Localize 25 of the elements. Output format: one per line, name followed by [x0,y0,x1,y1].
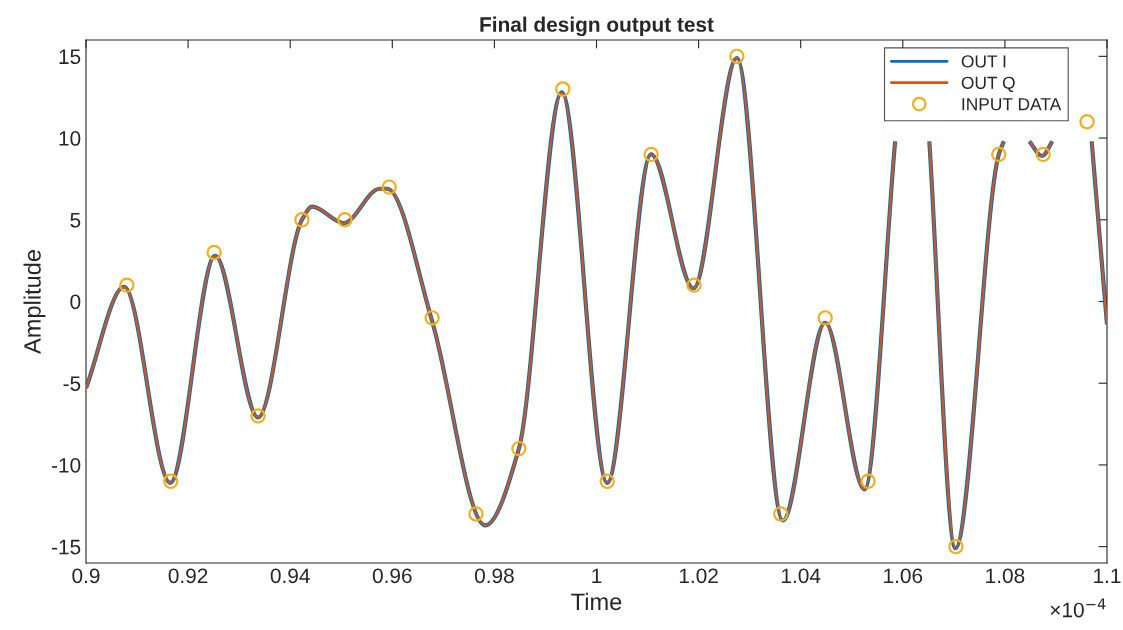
x-axis-title: Time [571,592,622,611]
text: ×10$^{−4}$ [1050,598,1106,618]
chart-title: Final design output test [480,16,714,37]
x-tick-label: 1.06 [884,568,923,584]
x-tick-label: 0.9 [72,568,100,584]
y-tick-label: -10 [51,457,81,473]
y-tick-label: 0 [70,294,81,310]
x-tick-label: 0.96 [372,568,412,584]
y-tick-label: 5 [70,213,81,228]
x-tick-label: 1 [592,568,602,583]
x-tick-label: 0.94 [270,568,310,584]
y-tick-label: -5 [63,376,81,391]
y-tick-label: 15 [59,49,81,65]
x-tick-label: 1.08 [986,568,1025,584]
y-tick-label: -15 [51,539,81,555]
legend-label: OUT Q [961,76,1015,93]
legend-label: INPUT DATA [962,98,1062,111]
x-tick-label: 0.98 [474,568,514,584]
x-tick-label: 1.1 [1094,568,1121,583]
legend-label: OUT I [961,55,1006,68]
y-tick-label: 10 [59,131,81,146]
x-tick-label: 1.04 [782,568,821,584]
y-axis-title: Amplitude [23,250,46,354]
x-tick-label: 0.92 [168,568,208,584]
x-tick-label: 1.02 [679,568,718,584]
